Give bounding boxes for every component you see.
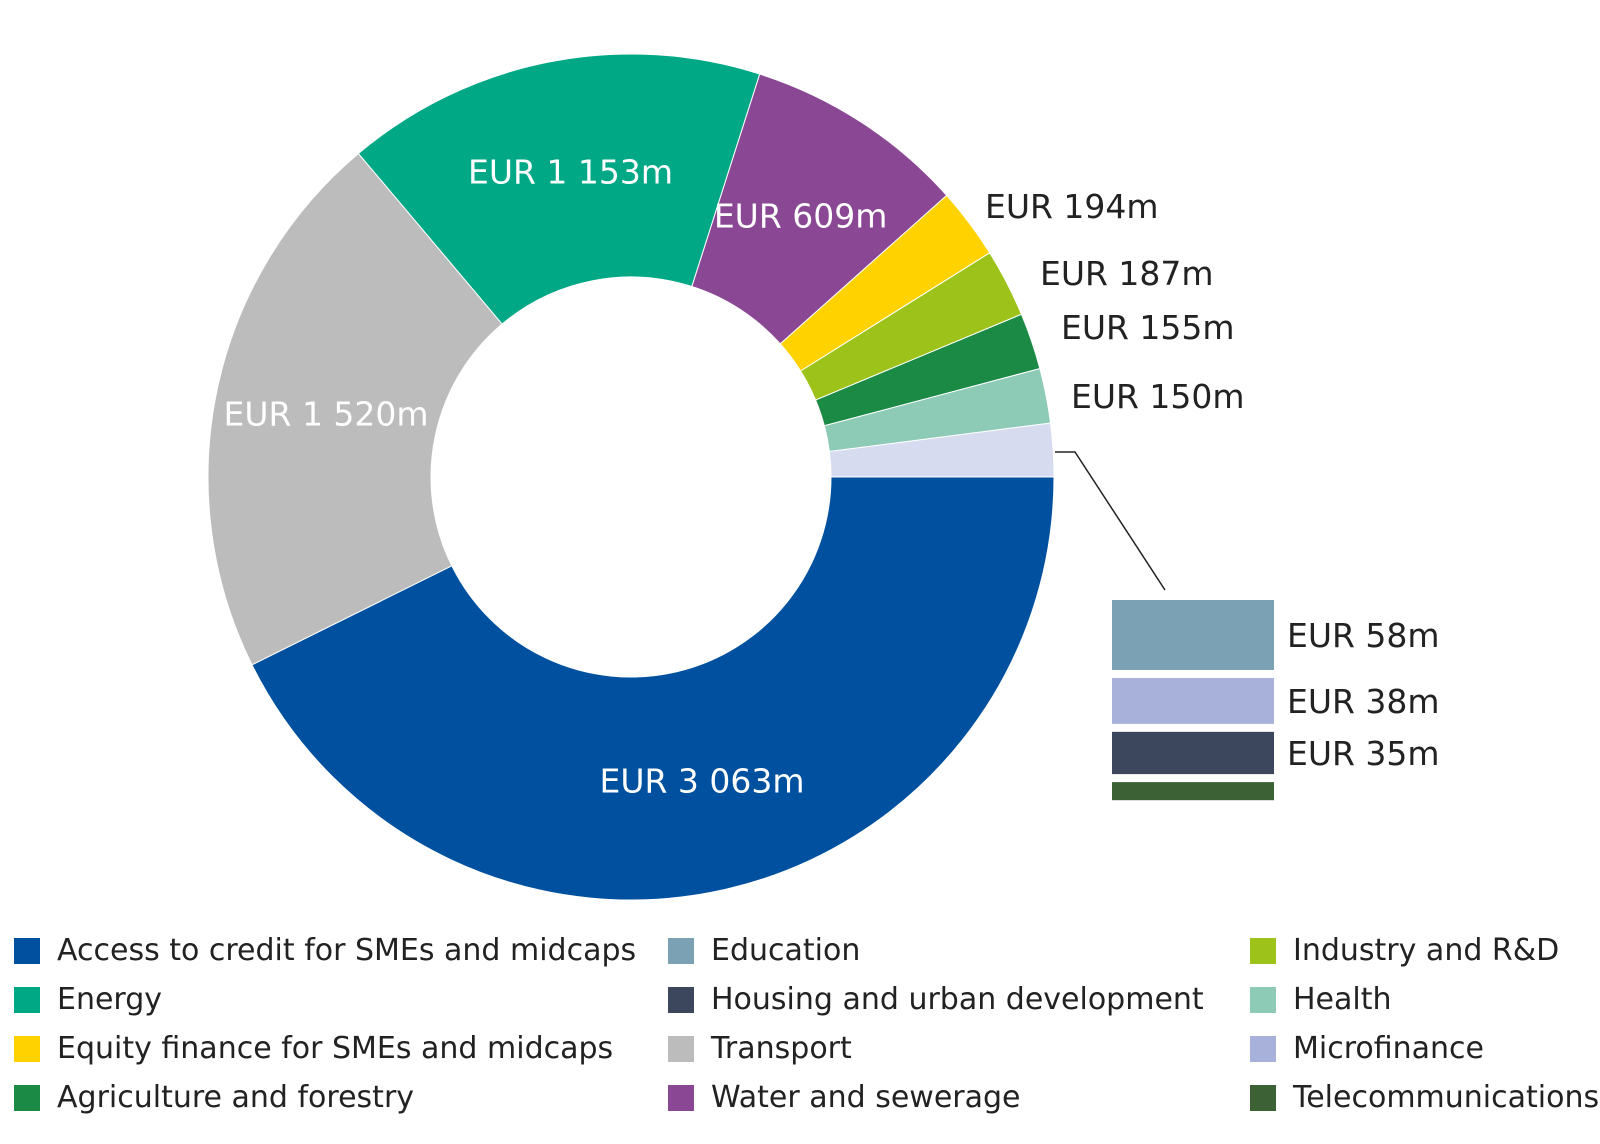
legend-item-industry-and-randd: Industry and R&D (1250, 933, 1559, 968)
legend: Access to credit for SMEs and midcaps Ene… (14, 933, 1599, 1115)
legend-label: Water and sewerage (711, 1080, 1021, 1115)
breakout-label-microfinance: EUR 38m (1287, 682, 1440, 721)
breakout-bar-telecommunications (1112, 782, 1274, 801)
legend-label: Access to credit for SMEs and midcaps (57, 933, 636, 968)
slice-access-to-credit-for-smes-and-midcaps (251, 476, 1055, 901)
legend-label: Transport (710, 1031, 852, 1066)
legend-label: Health (1293, 982, 1392, 1017)
legend-item-agriculture-and-forestry: Agriculture and forestry (14, 1080, 414, 1115)
legend-label: Agriculture and forestry (57, 1080, 414, 1115)
slice-label-equity-finance-for-smes-and-midcaps: EUR 194m (985, 187, 1159, 226)
legend-swatch (1250, 938, 1276, 964)
slice-label-industry-and-randd: EUR 187m (1040, 254, 1214, 293)
slice-energy (357, 53, 761, 325)
slice-label-health: EUR 150m (1071, 377, 1245, 416)
legend-item-equity-finance-for-smes-and-midcaps: Equity finance for SMEs and midcaps (14, 1031, 613, 1066)
breakout-leader-line (1055, 451, 1166, 591)
slice-labels: EUR 3 063m EUR 1 520m EUR 1 153m EUR 609m EU… (224, 152, 1245, 800)
legend-item-access-to-credit-for-smes-and-midcaps: Access to credit for SMEs and midcaps (14, 933, 636, 968)
legend-swatch (1250, 987, 1276, 1013)
legend-swatch (14, 1085, 40, 1111)
breakout-bar-education (1112, 600, 1274, 670)
slice-label-water-and-sewerage: EUR 609m (714, 197, 888, 236)
legend-swatch (668, 987, 694, 1013)
legend-item-water-and-sewerage: Water and sewerage (668, 1080, 1021, 1115)
legend-swatch (1250, 1036, 1276, 1062)
legend-swatch (668, 1085, 694, 1111)
legend-item-transport: Transport (668, 1031, 852, 1066)
legend-label: Housing and urban development (711, 982, 1204, 1017)
legend-item-energy: Energy (14, 982, 162, 1017)
breakout-bar-microfinance (1112, 678, 1274, 724)
slice-label-transport: EUR 1 520m (224, 394, 429, 433)
legend-label: Equity finance for SMEs and midcaps (57, 1031, 613, 1066)
legend-item-health: Health (1250, 982, 1392, 1017)
legend-swatch (14, 987, 40, 1013)
slice-label-energy: EUR 1 153m (468, 152, 673, 191)
legend-item-telecommunications: Telecommunications (1250, 1080, 1599, 1115)
legend-item-microfinance: Microfinance (1250, 1031, 1484, 1066)
legend-swatch (668, 1036, 694, 1062)
legend-label: Industry and R&D (1293, 933, 1559, 968)
legend-item-education: Education (668, 933, 860, 968)
legend-label: Microfinance (1293, 1031, 1484, 1066)
legend-swatch (14, 1036, 40, 1062)
legend-swatch (14, 938, 40, 964)
legend-swatch (1250, 1085, 1276, 1111)
breakout-stack: EUR 58m EUR 38m EUR 35m (1055, 451, 1440, 801)
legend-item-housing-and-urban-development: Housing and urban development (668, 982, 1204, 1017)
breakout-bar-housing-and-urban-development (1112, 731, 1274, 775)
slice-transport (207, 152, 503, 666)
slice-label-access-to-credit-for-smes-and-midcaps: EUR 3 063m (599, 761, 804, 800)
breakout-label-education: EUR 58m (1287, 616, 1440, 655)
legend-label: Telecommunications (1292, 1080, 1599, 1115)
legend-label: Energy (57, 982, 162, 1017)
breakout-label-housing-and-urban-development: EUR 35m (1287, 734, 1440, 773)
donut-slices (207, 53, 1055, 901)
legend-swatch (668, 938, 694, 964)
slice-label-agriculture-and-forestry: EUR 155m (1061, 308, 1235, 347)
slice-other (828, 422, 1055, 478)
legend-label: Education (711, 933, 860, 968)
